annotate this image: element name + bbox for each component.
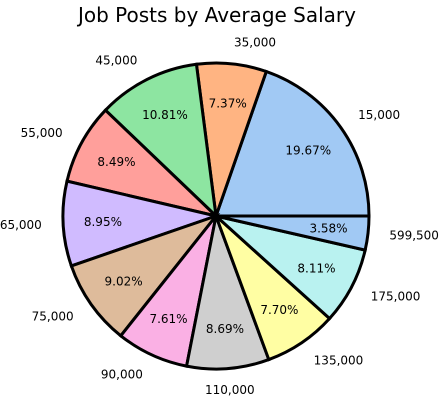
category-labels: 15,000 35,000 45,000 55,000 65,000 75,000 90,0… bbox=[0, 36, 439, 397]
pie-slices bbox=[61, 61, 371, 371]
category-label: 599,500 bbox=[389, 229, 439, 243]
percent-label: 10.81% bbox=[142, 108, 188, 122]
percent-label: 3.58% bbox=[309, 222, 347, 236]
category-label: 90,000 bbox=[101, 367, 143, 381]
category-label: 65,000 bbox=[0, 218, 42, 232]
category-label: 75,000 bbox=[32, 310, 74, 324]
category-label: 110,000 bbox=[205, 383, 255, 397]
pie-slice-65000 bbox=[61, 179, 222, 268]
percent-label: 8.95% bbox=[84, 215, 122, 229]
pie-slice-75000 bbox=[69, 212, 221, 338]
category-label: 45,000 bbox=[95, 53, 137, 67]
percent-label: 7.70% bbox=[260, 303, 298, 317]
percent-label: 9.02% bbox=[105, 274, 143, 288]
percent-label: 7.61% bbox=[149, 312, 187, 326]
category-label: 175,000 bbox=[371, 290, 421, 304]
chart-title: Job Posts by Average Salary bbox=[76, 3, 356, 27]
percent-labels: 19.67% 7.37% 10.81% 8.49% 8.95% 9.02% 7.61% 8.6… bbox=[84, 96, 348, 335]
percent-label: 7.37% bbox=[209, 96, 247, 110]
pie-slice-110000 bbox=[184, 210, 271, 371]
category-label: 135,000 bbox=[314, 354, 364, 368]
category-label: 35,000 bbox=[234, 36, 276, 50]
category-label: 55,000 bbox=[21, 126, 63, 140]
category-label: 15,000 bbox=[358, 108, 400, 122]
pie-slice-45000 bbox=[103, 62, 219, 221]
percent-label: 8.69% bbox=[206, 322, 244, 336]
percent-label: 8.11% bbox=[297, 261, 335, 275]
percent-label: 8.49% bbox=[97, 155, 135, 169]
pie-slice-599500 bbox=[215, 214, 371, 252]
percent-label: 19.67% bbox=[285, 143, 331, 157]
